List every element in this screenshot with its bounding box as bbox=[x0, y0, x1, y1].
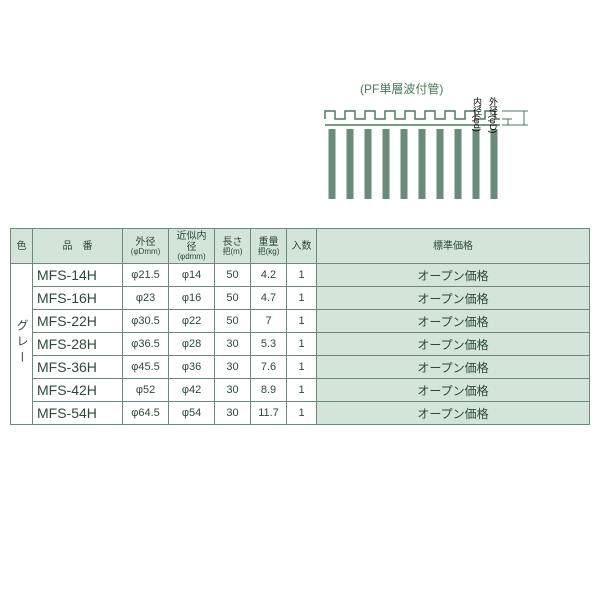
weight: 11.7 bbox=[251, 402, 287, 425]
part-number: MFS-54H bbox=[33, 402, 123, 425]
price: オープン価格 bbox=[317, 402, 590, 425]
part-number: MFS-14H bbox=[33, 264, 123, 287]
hdr-qty: 入数 bbox=[287, 229, 317, 264]
weight: 4.7 bbox=[251, 287, 287, 310]
price: オープン価格 bbox=[317, 310, 590, 333]
hdr-color: 色 bbox=[11, 229, 33, 264]
color-cell: グレー bbox=[11, 264, 33, 425]
outer-dia: φ21.5 bbox=[123, 264, 169, 287]
table-row: MFS-16Hφ23φ16504.71オープン価格 bbox=[11, 287, 590, 310]
corrugated-tube-svg: 内径(φd) 外径(φD) bbox=[320, 99, 520, 199]
inner-dia-label: 内径(φd) bbox=[471, 97, 484, 132]
outer-dia: φ36.5 bbox=[123, 333, 169, 356]
table-header-row: 色 品 番 外径 (φDmm) 近似内径 (φdmm) 長さ 把(m) 重量 把… bbox=[11, 229, 590, 264]
weight: 8.9 bbox=[251, 379, 287, 402]
length: 50 bbox=[215, 287, 251, 310]
price: オープン価格 bbox=[317, 356, 590, 379]
length: 30 bbox=[215, 402, 251, 425]
weight: 7.6 bbox=[251, 356, 287, 379]
outer-dia: φ64.5 bbox=[123, 402, 169, 425]
inner-dia: φ36 bbox=[169, 356, 215, 379]
length: 30 bbox=[215, 333, 251, 356]
weight: 4.2 bbox=[251, 264, 287, 287]
price: オープン価格 bbox=[317, 264, 590, 287]
outer-dia-label: 外径(φD) bbox=[487, 97, 500, 133]
table-row: MFS-22Hφ30.5φ225071オープン価格 bbox=[11, 310, 590, 333]
outer-dia: φ45.5 bbox=[123, 356, 169, 379]
qty: 1 bbox=[287, 356, 317, 379]
table-row: MFS-36Hφ45.5φ36307.61オープン価格 bbox=[11, 356, 590, 379]
qty: 1 bbox=[287, 379, 317, 402]
length: 30 bbox=[215, 356, 251, 379]
qty: 1 bbox=[287, 287, 317, 310]
weight: 5.3 bbox=[251, 333, 287, 356]
inner-dia: φ22 bbox=[169, 310, 215, 333]
qty: 1 bbox=[287, 264, 317, 287]
length: 50 bbox=[215, 310, 251, 333]
inner-dia: φ54 bbox=[169, 402, 215, 425]
hdr-length: 長さ 把(m) bbox=[215, 229, 251, 264]
inner-dia: φ16 bbox=[169, 287, 215, 310]
outer-dia: φ23 bbox=[123, 287, 169, 310]
hdr-price: 標準価格 bbox=[317, 229, 590, 264]
length: 50 bbox=[215, 264, 251, 287]
qty: 1 bbox=[287, 310, 317, 333]
hdr-weight: 重量 把(kg) bbox=[251, 229, 287, 264]
hdr-inner-dia: 近似内径 (φdmm) bbox=[169, 229, 215, 264]
part-number: MFS-36H bbox=[33, 356, 123, 379]
hdr-outer-dia: 外径 (φDmm) bbox=[123, 229, 169, 264]
table-row: MFS-54Hφ64.5φ543011.71オープン価格 bbox=[11, 402, 590, 425]
inner-dia: φ14 bbox=[169, 264, 215, 287]
inner-dia: φ28 bbox=[169, 333, 215, 356]
price: オープン価格 bbox=[317, 287, 590, 310]
price: オープン価格 bbox=[317, 333, 590, 356]
qty: 1 bbox=[287, 402, 317, 425]
hdr-part: 品 番 bbox=[33, 229, 123, 264]
outer-dia: φ30.5 bbox=[123, 310, 169, 333]
weight: 7 bbox=[251, 310, 287, 333]
table-row: グレーMFS-14Hφ21.5φ14504.21オープン価格 bbox=[11, 264, 590, 287]
qty: 1 bbox=[287, 333, 317, 356]
table-row: MFS-42Hφ52φ42308.91オープン価格 bbox=[11, 379, 590, 402]
outer-dia: φ52 bbox=[123, 379, 169, 402]
part-number: MFS-16H bbox=[33, 287, 123, 310]
diagram-caption: (PF単層波付管) bbox=[360, 80, 570, 97]
spec-table: 色 品 番 外径 (φDmm) 近似内径 (φdmm) 長さ 把(m) 重量 把… bbox=[10, 228, 590, 425]
part-number: MFS-42H bbox=[33, 379, 123, 402]
price: オープン価格 bbox=[317, 379, 590, 402]
length: 30 bbox=[215, 379, 251, 402]
part-number: MFS-22H bbox=[33, 310, 123, 333]
table-row: MFS-28Hφ36.5φ28305.31オープン価格 bbox=[11, 333, 590, 356]
inner-dia: φ42 bbox=[169, 379, 215, 402]
part-number: MFS-28H bbox=[33, 333, 123, 356]
cross-section-diagram: (PF単層波付管) bbox=[320, 80, 570, 210]
